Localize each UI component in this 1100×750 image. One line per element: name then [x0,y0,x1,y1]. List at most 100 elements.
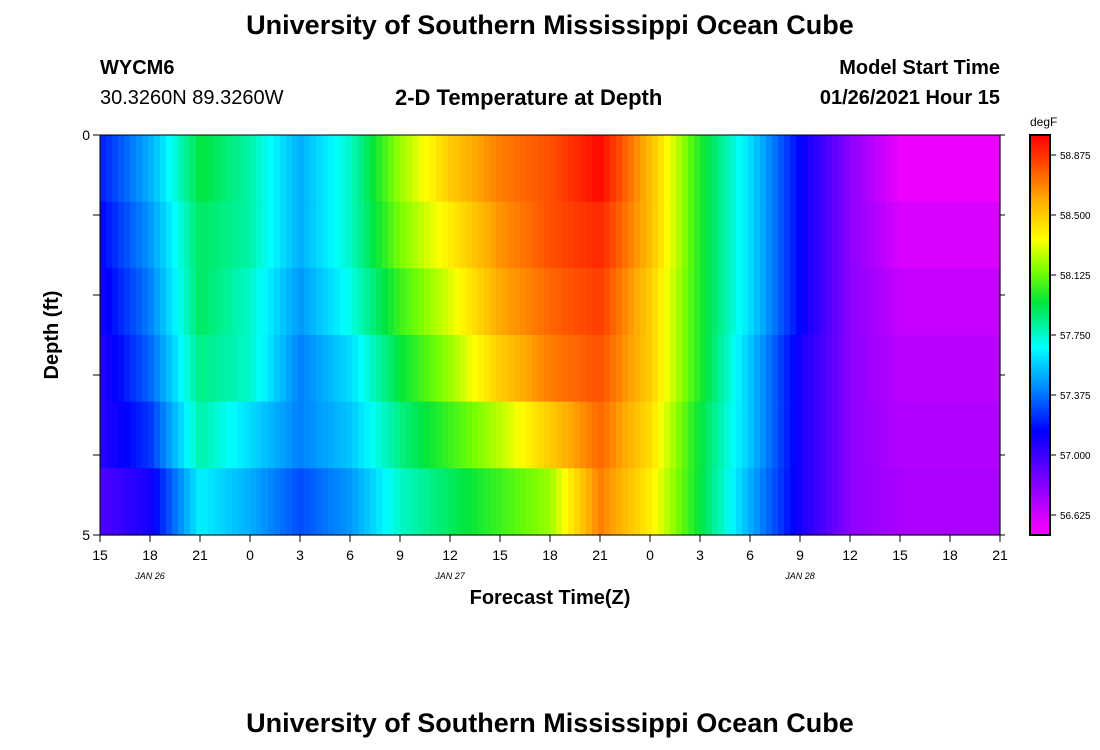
heatmap-cell [616,268,623,336]
heatmap-cell [214,401,221,469]
heatmap-cell [760,468,767,536]
heatmap-cell [694,468,701,536]
heatmap-cell [856,401,863,469]
heatmap-cell [298,135,305,203]
heatmap-cell [136,201,143,269]
model-start-label: Model Start Time [839,57,1000,79]
x-tick-label: 18 [942,547,958,563]
heatmap-cell [772,335,779,403]
heatmap-cell [130,135,137,203]
heatmap-cell [760,335,767,403]
heatmap-cell [538,268,545,336]
heatmap-cell [412,135,419,203]
heatmap-cell [136,268,143,336]
heatmap-cell [178,268,185,336]
heatmap-cell [610,268,617,336]
heatmap-cell [784,468,791,536]
heatmap-cell [454,201,461,269]
heatmap-cell [364,268,371,336]
heatmap-cell [868,468,875,536]
heatmap-cell [982,268,989,336]
heatmap-cell [874,335,881,403]
heatmap-cell [148,268,155,336]
heatmap-cell [862,268,869,336]
heatmap-cell [592,201,599,269]
heatmap-cell [838,468,845,536]
heatmap-cell [466,401,473,469]
heatmap-cell [382,335,389,403]
heatmap-cell [916,468,923,536]
heatmap-cell [340,201,347,269]
heatmap-cell [766,401,773,469]
heatmap-cell [700,268,707,336]
heatmap-cell [238,401,245,469]
x-tick-label: 15 [492,547,508,563]
heatmap-cell [346,401,353,469]
heatmap-cell [286,468,293,536]
heatmap-cell [904,401,911,469]
heatmap-cell [568,201,575,269]
heatmap-cell [592,468,599,536]
heatmap-cell [904,468,911,536]
heatmap-cell [154,201,161,269]
colorbar-scale [1029,134,1051,536]
heatmap-cell [208,201,215,269]
x-axis-label: Forecast Time(Z) [470,587,631,609]
heatmap-cell [436,335,443,403]
heatmap-cell [682,135,689,203]
y-tick-label: 0 [82,127,90,143]
heatmap-cell [562,135,569,203]
heatmap-cell [100,201,107,269]
heatmap-cell [484,468,491,536]
heatmap-cell [418,401,425,469]
heatmap-cell [778,468,785,536]
heatmap-cell [892,201,899,269]
heatmap-cell [628,135,635,203]
heatmap-cell [628,268,635,336]
heatmap-cell [454,468,461,536]
heatmap-cell [298,335,305,403]
heatmap-cell [886,335,893,403]
heatmap-cell [748,401,755,469]
heatmap-cell [268,268,275,336]
heatmap-cell [892,401,899,469]
heatmap-cell [178,401,185,469]
heatmap-cell [280,268,287,336]
heatmap-cell [340,401,347,469]
heatmap-cell [868,201,875,269]
heatmap-cell [574,468,581,536]
heatmap-cell [916,201,923,269]
heatmap-cell [244,268,251,336]
heatmap-cell [304,401,311,469]
heatmap-cell [724,468,731,536]
heatmap-cell [826,268,833,336]
heatmap-cell [154,468,161,536]
heatmap-cell [286,335,293,403]
heatmap-cell [436,401,443,469]
heatmap-cell [718,468,725,536]
heatmap-cell [124,201,131,269]
heatmap-cell [604,468,611,536]
heatmap-cell [988,335,995,403]
heatmap-cell [808,268,815,336]
heatmap-cell [550,135,557,203]
heatmap-cell [454,268,461,336]
heatmap-cell [862,201,869,269]
heatmap-cell [130,201,137,269]
heatmap-cell [220,268,227,336]
heatmap-cell [802,468,809,536]
heatmap-cell [982,201,989,269]
heatmap-cell [730,468,737,536]
heatmap-cell [922,335,929,403]
heatmap-cell [838,335,845,403]
heatmap-cell [424,468,431,536]
heatmap-cell [154,401,161,469]
heatmap-cell [328,335,335,403]
heatmap-cell [514,201,521,269]
heatmap-cell [580,135,587,203]
heatmap-cell [532,201,539,269]
heatmap-cell [958,201,965,269]
heatmap-cell [568,135,575,203]
heatmap-cell [688,468,695,536]
heatmap-cell [250,268,257,336]
